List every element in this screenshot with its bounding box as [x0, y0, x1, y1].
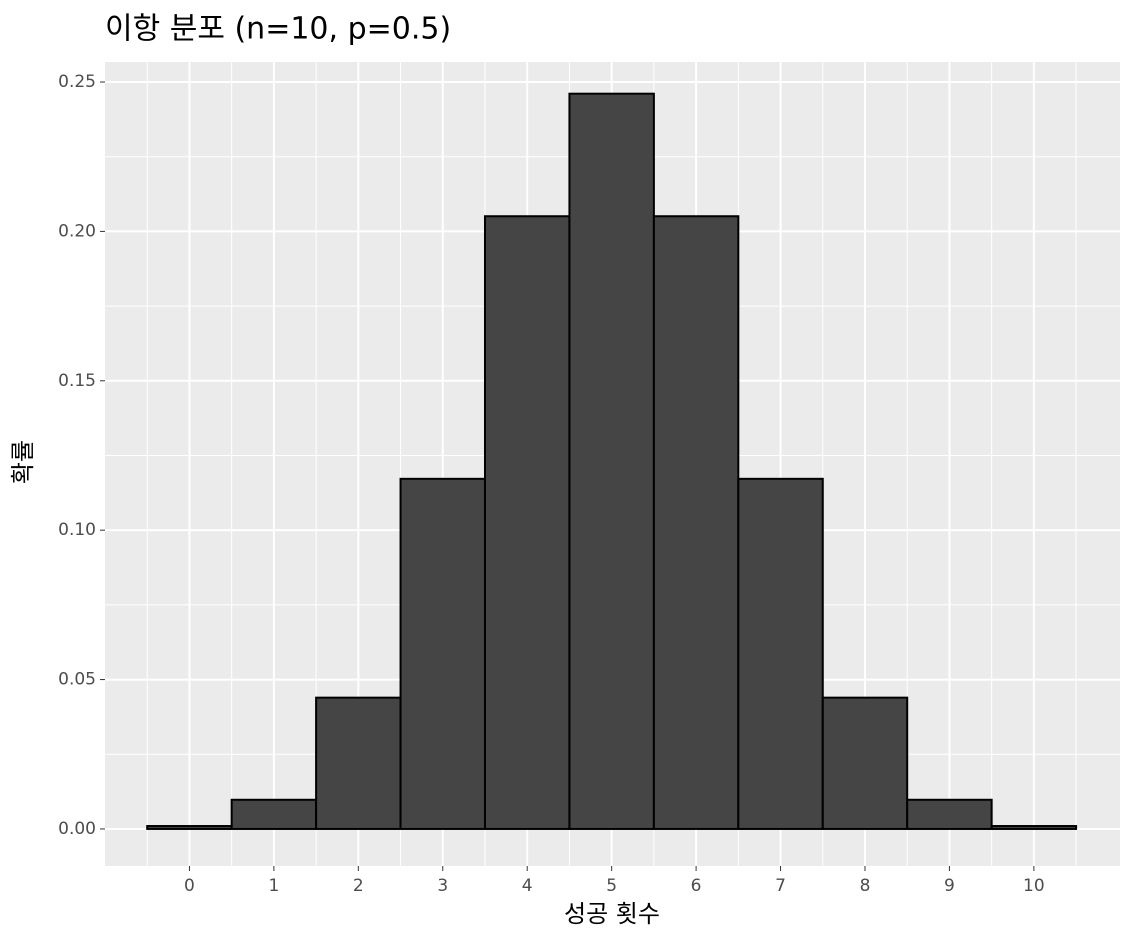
x-tick-label: 9 — [944, 876, 955, 896]
y-tick-label: 0.10 — [58, 520, 96, 540]
chart-title: 이항 분포 (n=10, p=0.5) — [105, 12, 451, 47]
bar — [483, 215, 571, 830]
x-tick-label: 4 — [522, 876, 533, 896]
bar — [652, 215, 740, 830]
bar — [821, 696, 909, 830]
x-tick-label: 8 — [860, 876, 871, 896]
x-tick-label: 0 — [184, 876, 195, 896]
y-tick-label: 0.00 — [58, 819, 96, 839]
x-tick-label: 6 — [691, 876, 702, 896]
x-tick-label: 7 — [775, 876, 786, 896]
y-tick-label: 0.15 — [58, 371, 96, 391]
x-tick-label: 2 — [353, 876, 364, 896]
x-tick-label: 5 — [606, 876, 617, 896]
y-tick-label: 0.05 — [58, 670, 96, 690]
y-tick-label: 0.20 — [58, 221, 96, 241]
bar — [990, 825, 1078, 830]
bar — [399, 477, 486, 830]
y-axis-label: 확률 — [9, 440, 37, 484]
bar — [230, 798, 318, 830]
x-tick-label: 10 — [1023, 876, 1045, 896]
bar — [737, 477, 824, 830]
bar — [146, 825, 233, 830]
bar — [906, 798, 993, 830]
bar — [568, 92, 655, 830]
bar — [315, 696, 402, 830]
y-tick-label: 0.25 — [58, 72, 96, 92]
x-tick-label: 3 — [437, 876, 448, 896]
x-tick-label: 1 — [268, 876, 279, 896]
x-axis-label: 성공 횟수 — [564, 900, 660, 928]
